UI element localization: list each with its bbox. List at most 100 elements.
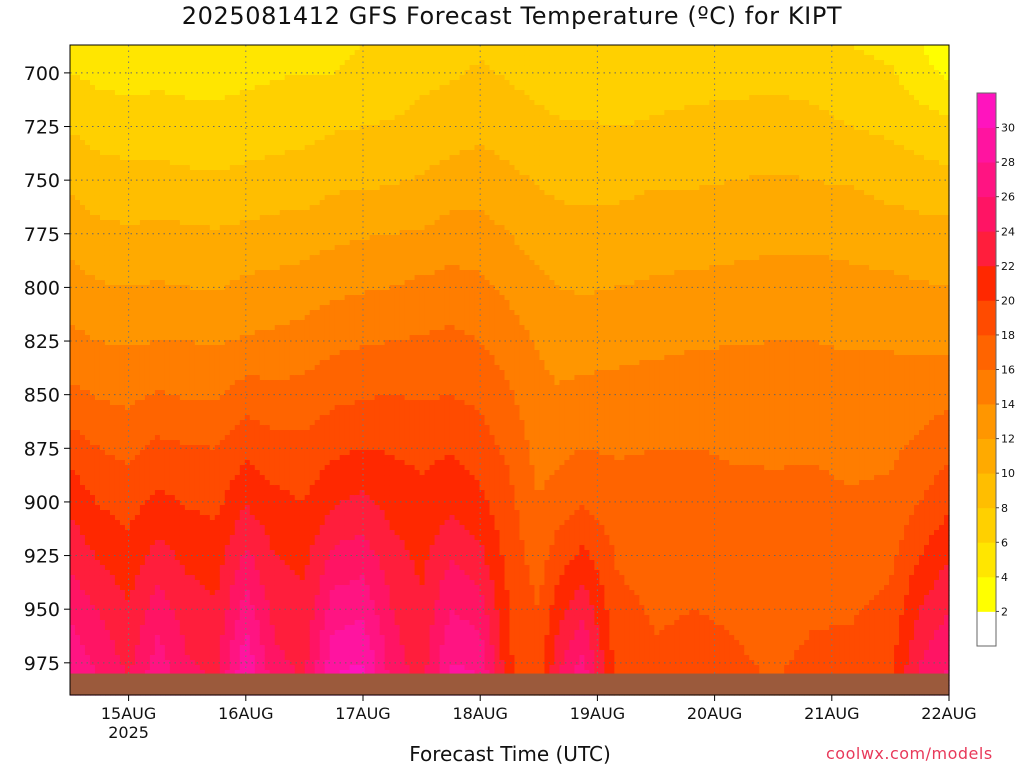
field-cell xyxy=(174,65,181,71)
field-cell xyxy=(214,435,221,441)
field-cell xyxy=(169,575,176,581)
field-cell xyxy=(219,550,226,556)
field-cell xyxy=(199,485,206,491)
field-cell xyxy=(249,610,256,616)
field-cell xyxy=(70,55,76,61)
field-cell xyxy=(89,160,96,166)
field-cell xyxy=(169,155,176,161)
field-cell xyxy=(179,625,186,631)
field-cell xyxy=(204,295,211,301)
field-cell xyxy=(124,70,131,76)
field-cell xyxy=(124,610,131,616)
field-cell xyxy=(109,645,116,651)
field-cell xyxy=(209,415,216,421)
field-cell xyxy=(89,440,96,446)
field-cell xyxy=(159,625,166,631)
field-cell xyxy=(214,285,221,291)
field-cell xyxy=(194,410,201,416)
field-cell xyxy=(224,510,231,516)
field-cell xyxy=(169,70,176,76)
field-cell xyxy=(214,410,221,416)
field-cell xyxy=(89,120,96,126)
field-cell xyxy=(144,450,151,456)
field-cell xyxy=(154,475,161,481)
field-cell xyxy=(119,415,126,421)
field-cell xyxy=(199,295,206,301)
field-cell xyxy=(94,620,101,626)
field-cell xyxy=(224,635,231,641)
field-cell xyxy=(114,635,121,641)
field-cell xyxy=(94,650,101,656)
field-cell xyxy=(224,545,231,551)
field-cell xyxy=(154,45,161,51)
field-cell xyxy=(224,630,231,636)
field-cell xyxy=(149,355,156,361)
field-cell xyxy=(74,425,81,431)
field-cell xyxy=(254,415,261,421)
field-cell xyxy=(189,535,196,541)
field-cell xyxy=(199,635,206,641)
field-cell xyxy=(99,50,106,56)
field-cell xyxy=(209,145,216,151)
field-cell xyxy=(74,135,81,141)
field-cell xyxy=(149,145,156,151)
field-cell xyxy=(74,550,81,556)
field-cell xyxy=(174,465,181,471)
field-cell xyxy=(129,125,136,131)
field-cell xyxy=(189,565,196,571)
field-cell xyxy=(199,50,206,56)
field-cell xyxy=(229,165,236,171)
field-cell xyxy=(224,120,231,126)
field-cell xyxy=(244,130,251,136)
field-cell xyxy=(70,425,76,431)
field-cell xyxy=(119,645,126,651)
field-cell xyxy=(70,375,76,381)
field-cell xyxy=(189,450,196,456)
field-cell xyxy=(209,280,216,286)
field-cell xyxy=(229,530,236,536)
field-cell xyxy=(234,350,241,356)
field-cell xyxy=(99,330,106,336)
field-cell xyxy=(149,560,156,566)
field-cell xyxy=(189,265,196,271)
field-cell xyxy=(99,530,106,536)
field-cell xyxy=(214,270,221,276)
field-cell xyxy=(219,85,226,91)
field-cell xyxy=(144,545,151,551)
field-cell xyxy=(259,280,266,286)
field-cell xyxy=(164,545,171,551)
field-cell xyxy=(114,380,121,386)
field-cell xyxy=(159,440,166,446)
field-cell xyxy=(164,540,171,546)
field-cell xyxy=(224,375,231,381)
field-cell xyxy=(254,665,261,671)
field-cell xyxy=(74,165,81,171)
field-cell xyxy=(70,170,76,176)
field-cell xyxy=(89,175,96,181)
field-cell xyxy=(199,165,206,171)
field-cell xyxy=(184,160,191,166)
field-cell xyxy=(214,135,221,141)
field-cell xyxy=(179,435,186,441)
field-cell xyxy=(189,370,196,376)
field-cell xyxy=(159,340,166,346)
field-cell xyxy=(189,635,196,641)
field-cell xyxy=(134,245,141,251)
field-cell xyxy=(184,85,191,91)
field-cell xyxy=(134,665,141,671)
field-cell xyxy=(139,485,146,491)
field-cell xyxy=(159,520,166,526)
field-cell xyxy=(144,155,151,161)
field-cell xyxy=(109,335,116,341)
field-cell xyxy=(159,45,166,51)
field-cell xyxy=(179,490,186,496)
field-cell xyxy=(209,655,216,661)
field-cell xyxy=(214,130,221,136)
field-cell xyxy=(174,660,181,666)
field-cell xyxy=(219,225,226,231)
field-cell xyxy=(254,315,261,321)
field-cell xyxy=(204,200,211,206)
field-cell xyxy=(234,260,241,266)
field-cell xyxy=(229,270,236,276)
field-cell xyxy=(114,355,121,361)
